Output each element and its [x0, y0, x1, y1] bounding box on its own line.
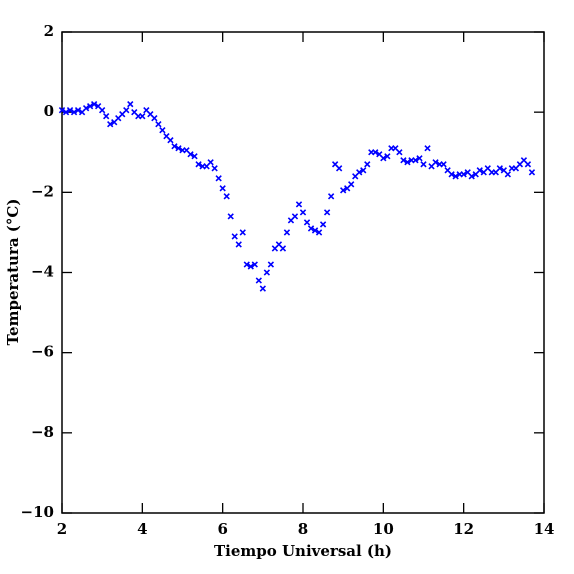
data-point — [227, 213, 234, 220]
data-point — [211, 165, 218, 172]
data-point — [364, 161, 371, 168]
data-point — [372, 149, 379, 156]
data-point — [62, 109, 70, 116]
data-point — [311, 227, 319, 234]
data-point — [155, 121, 162, 128]
data-point — [74, 106, 82, 114]
data-point — [496, 165, 503, 172]
data-point — [460, 171, 467, 178]
data-point — [327, 193, 335, 200]
x-tick-label: 4 — [137, 520, 147, 538]
data-point — [231, 233, 238, 240]
data-point — [452, 173, 459, 180]
data-point — [171, 143, 178, 150]
data-point — [239, 229, 246, 236]
data-point — [70, 109, 78, 116]
data-point — [223, 193, 230, 200]
data-point — [396, 149, 403, 156]
data-point — [384, 153, 391, 160]
plot-frame — [61, 31, 545, 514]
data-point — [127, 100, 134, 108]
data-point — [476, 167, 483, 174]
data-point — [195, 161, 202, 168]
data-point — [267, 261, 275, 268]
data-point — [299, 209, 307, 216]
y-tick-label: −6 — [31, 343, 54, 361]
data-point — [279, 245, 287, 252]
data-point — [380, 155, 387, 162]
x-tick-label: 2 — [57, 520, 67, 538]
data-point — [187, 151, 194, 158]
data-point — [247, 263, 254, 270]
x-tick-label: 12 — [453, 520, 474, 538]
data-point — [291, 213, 299, 220]
data-point — [243, 261, 250, 268]
data-point — [66, 106, 74, 114]
data-point — [235, 241, 242, 248]
data-point — [175, 145, 182, 152]
data-point — [348, 181, 355, 188]
data-point — [424, 145, 431, 152]
data-point — [323, 209, 331, 216]
data-point — [259, 285, 266, 292]
data-point — [295, 201, 303, 208]
data-point — [219, 185, 226, 192]
data-point — [58, 106, 66, 114]
data-point — [315, 229, 323, 236]
data-point — [303, 219, 311, 226]
x-tick-label: 14 — [534, 520, 555, 538]
y-tick-label: −10 — [21, 503, 54, 521]
data-point — [207, 159, 214, 166]
x-axis-label: Tiempo Universal (h) — [214, 542, 392, 560]
data-point — [440, 161, 447, 168]
y-axis-label: Temperatura (°C) — [4, 199, 22, 346]
data-point — [335, 165, 343, 172]
data-point — [416, 155, 423, 162]
data-point — [103, 113, 110, 120]
data-point — [167, 137, 174, 144]
data-point — [432, 159, 439, 166]
data-point — [468, 173, 475, 180]
data-point — [123, 106, 130, 114]
data-point — [99, 106, 106, 114]
x-tick-label: 10 — [373, 520, 394, 538]
data-point — [82, 104, 90, 112]
data-point — [86, 102, 94, 110]
data-point — [319, 221, 327, 228]
data-point — [263, 269, 271, 276]
data-point — [504, 171, 512, 178]
data-point — [412, 157, 419, 164]
data-point — [139, 113, 146, 120]
data-point — [360, 167, 367, 174]
data-point — [107, 121, 114, 128]
data-point — [191, 153, 198, 160]
data-point — [151, 115, 158, 122]
data-point — [340, 187, 347, 194]
data-point — [90, 100, 98, 108]
data-point — [448, 171, 455, 178]
y-tick-label: 2 — [44, 22, 54, 40]
data-point — [524, 161, 532, 168]
y-tick-label: −8 — [31, 423, 54, 441]
data-point — [404, 159, 411, 166]
y-tick-label: −2 — [31, 182, 54, 200]
y-tick-label: 0 — [44, 102, 54, 120]
data-point — [307, 225, 315, 232]
x-tick-label: 6 — [217, 520, 227, 538]
data-point — [420, 161, 427, 168]
data-point — [215, 175, 222, 182]
data-point — [528, 169, 536, 176]
data-point — [255, 277, 262, 284]
y-tick-label: −4 — [31, 263, 54, 281]
data-point — [283, 229, 291, 236]
data-point — [251, 261, 258, 268]
data-point — [400, 157, 407, 164]
data-point — [356, 169, 363, 176]
data-point — [159, 127, 166, 134]
x-tick-label: 8 — [298, 520, 308, 538]
